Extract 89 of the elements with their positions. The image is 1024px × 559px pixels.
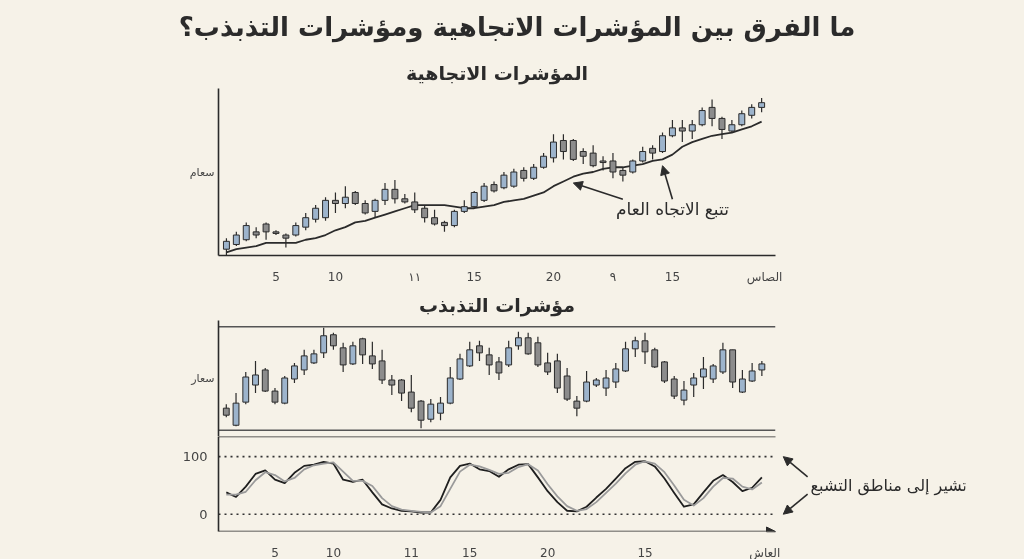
x-tick-label: 20 [540,545,556,559]
line-series [225,460,763,514]
candlestick [371,198,379,219]
candlestick [291,362,298,384]
y-axis-title: سعام [189,165,215,179]
candlestick [476,340,483,362]
candlestick [698,106,706,127]
x-tick-label: 10 [325,545,342,559]
candlestick [341,185,349,209]
candlestick [391,179,399,205]
candlestick [619,166,627,183]
x-tick-label: ١١ [408,269,422,284]
candlestick [398,378,405,402]
candlestick [550,133,557,164]
candlestick [252,360,259,394]
candlestick [407,374,415,413]
candlestick [602,369,610,397]
candlestick [583,370,591,403]
candlestick [322,196,330,222]
y-axis-title: سعار [190,372,215,385]
candlestick [609,152,617,179]
x-tick-label: 15 [637,545,653,559]
candlestick [378,349,386,385]
chart-title: ما الفرق بين المؤشرات الاتجاهية ومؤشرات التذبذب؟ [178,11,856,45]
candlestick [659,132,666,154]
candlestick [495,356,503,381]
candlestick [700,356,707,390]
candlestick [417,399,425,429]
candlestick [678,119,686,143]
candlestick [456,353,464,381]
candlestick [282,232,290,249]
candlestick [480,182,488,203]
candlestick [599,155,607,172]
candlestick [485,347,493,376]
x-axis-title: العاش [749,545,781,559]
candlestick [708,98,716,127]
candlestick [466,341,474,368]
y-tick-label: 100 [182,449,208,465]
x-tick-label: 15 [462,545,478,559]
x-tick-label: 20 [545,269,562,284]
candlestick [559,133,567,160]
candlestick [569,138,577,162]
candlestick [589,144,597,168]
candlestick [339,342,347,373]
x-tick-label: ٩ [609,269,617,284]
x-tick-label: 15 [466,269,482,284]
candlestick [505,340,513,368]
x-tick-label: 5 [272,269,280,284]
x-tick-label: 5 [271,545,279,559]
candlestick [349,341,357,366]
candlestick [612,362,620,389]
candlestick [427,398,435,423]
candlestick [544,352,552,376]
candlestick [411,191,419,214]
candlestick [515,331,522,351]
candlestick [690,372,698,398]
candlestick [670,375,678,400]
candlestick [688,119,696,140]
candlestick [719,342,727,375]
candlestick [534,336,542,368]
candlestick [563,367,571,402]
candlestick [368,341,376,370]
x-axis-title: الصاس [746,269,783,285]
candlestick [359,337,367,365]
candlestick [300,349,308,376]
candlestick [680,380,688,406]
candlestick [573,395,581,417]
candlestick [641,332,649,365]
x-tick-label: 11 [403,545,419,559]
candlestick [320,327,328,359]
x-tick-label: 15 [664,269,681,284]
candlestick [510,168,518,189]
candlestick [651,347,659,369]
candlestick [622,341,629,373]
candlestick [524,332,532,356]
candlestick [331,191,339,214]
candlestick [381,182,389,206]
candlestick [388,374,396,396]
candlestick [242,221,250,242]
candlestick [709,363,717,384]
annotation: تتبع الاتجاه العام [615,198,730,220]
candlestick [437,396,444,421]
chart-subtitle: المؤشرات الاتجاهية [405,61,589,85]
candlestick [232,392,240,427]
x-tick-label: 10 [327,269,344,284]
chart-title: مؤشرات التذبذب [419,293,575,317]
candlestick [261,367,269,393]
y-tick-label: 0 [199,506,208,522]
candlestick [631,336,639,358]
